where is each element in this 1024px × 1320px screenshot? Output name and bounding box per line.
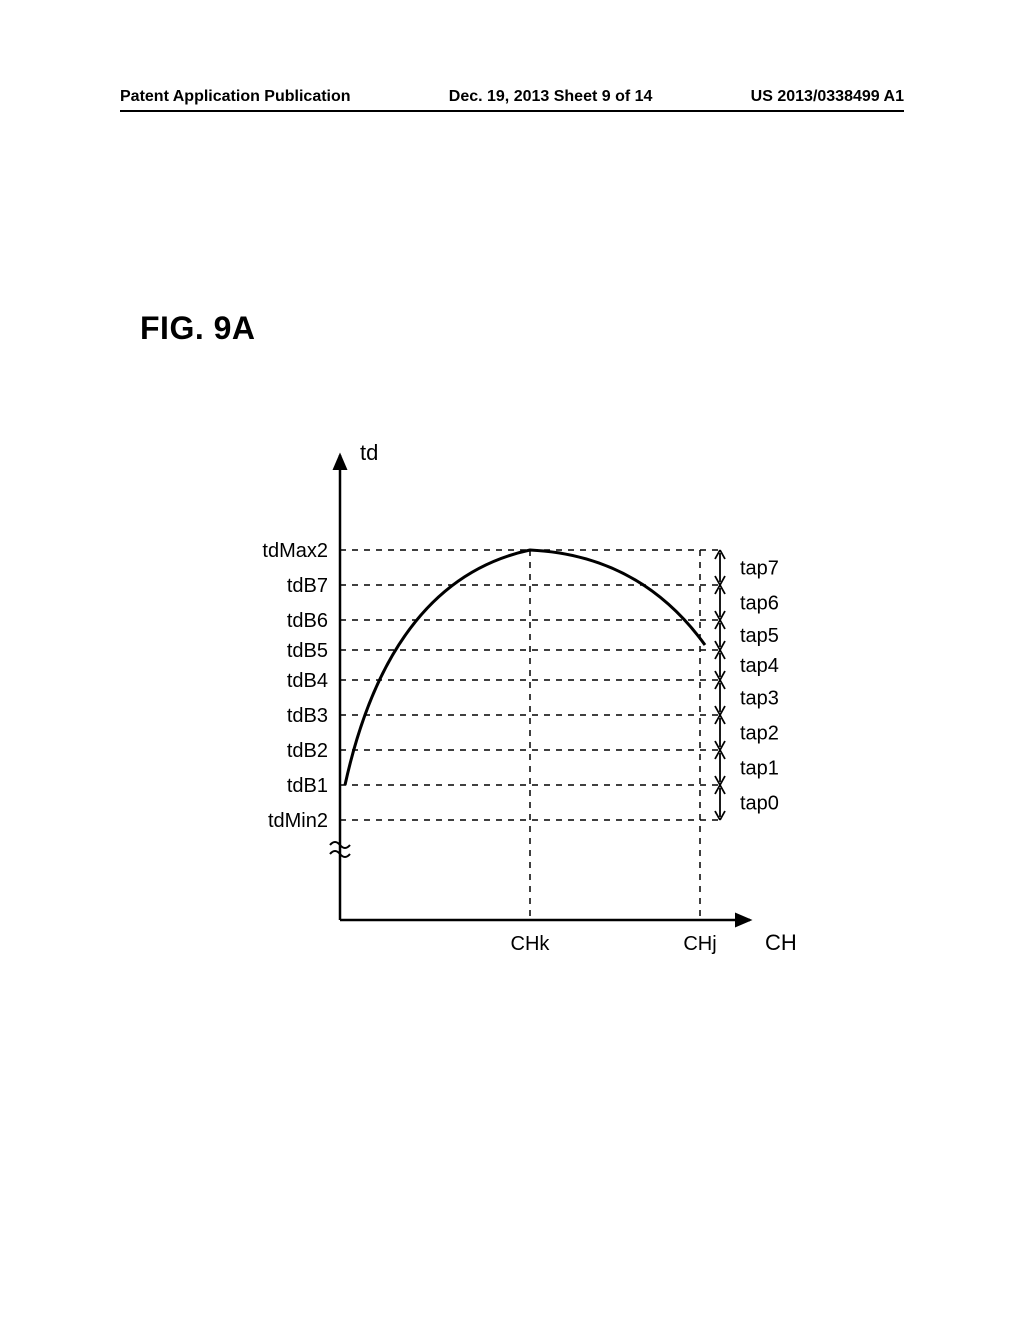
tap-label-tap2: tap2 [740,723,779,745]
tap-label-tap0: tap0 [740,793,779,815]
patent-header: Patent Application Publication Dec. 19, … [0,88,1024,112]
tap-label-tap4: tap4 [740,655,779,677]
ytick-tdB3: tdB3 [287,705,328,727]
header-center: Dec. 19, 2013 Sheet 9 of 14 [449,88,653,106]
ytick-tdMin2: tdMin2 [268,810,328,832]
ytick-tdB1: tdB1 [287,775,328,797]
xtick-CHk: CHk [511,933,551,955]
tap-label-tap7: tap7 [740,558,779,580]
figure-label: FIG. 9A [140,310,256,347]
header-left: Patent Application Publication [120,88,351,106]
chart-svg: td CH tdMax2 tdB7 tdB6 tdB5 tdB4 tdB3 tdB2 tdB1 td… [130,400,850,1000]
tap-label-tap1: tap1 [740,758,779,780]
ytick-tdMax2: tdMax2 [262,540,328,562]
ytick-tdB7: tdB7 [287,575,328,597]
x-axis-label: CH [765,930,797,955]
ytick-tdB2: tdB2 [287,740,328,762]
xtick-CHj: CHj [683,933,716,955]
header-right: US 2013/0338499 A1 [751,88,904,106]
tap-label-tap6: tap6 [740,593,779,615]
tap-label-tap3: tap3 [740,688,779,710]
chart-container: td CH tdMax2 tdB7 tdB6 tdB5 tdB4 tdB3 tdB2 tdB1 td… [130,400,850,1000]
ytick-tdB5: tdB5 [287,640,328,662]
tap-label-tap5: tap5 [740,625,779,647]
ytick-tdB4: tdB4 [287,670,328,692]
y-axis-label: td [360,440,378,465]
ytick-tdB6: tdB6 [287,610,328,632]
